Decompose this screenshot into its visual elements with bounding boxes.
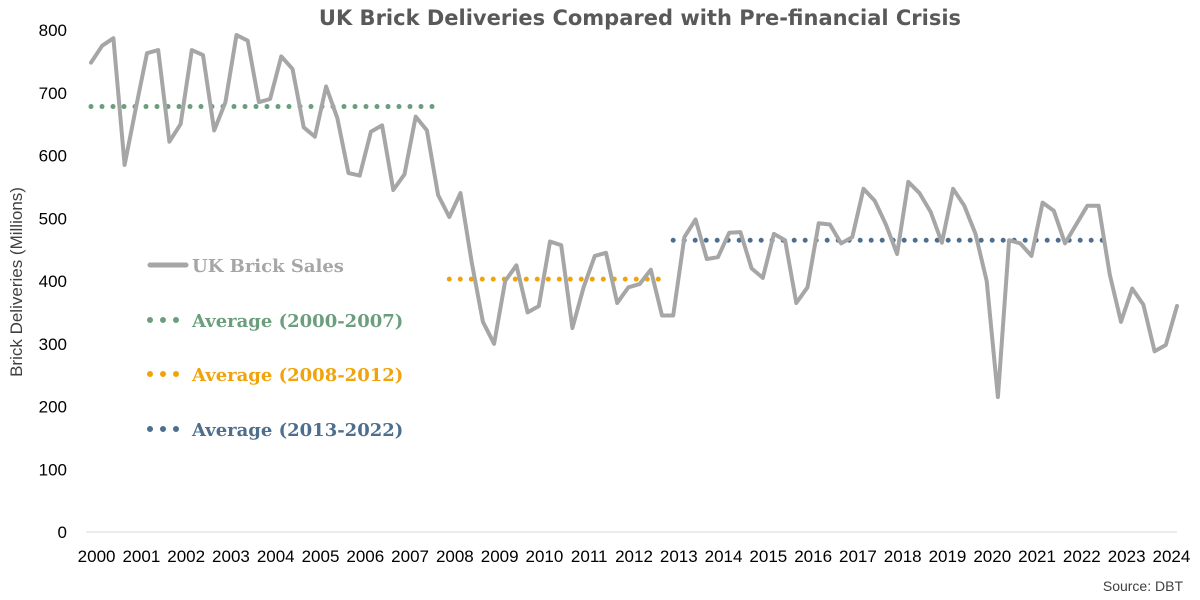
y-tick-label: 400 [39,272,67,291]
legend-label: UK Brick Sales [192,256,344,277]
x-tick-label: 2017 [839,547,877,566]
legend: UK Brick Sales Average (2000-2007) Average… [147,256,403,441]
x-tick-label: 2020 [973,547,1011,566]
x-tick-label: 2004 [257,547,295,566]
x-tick-label: 2007 [391,547,429,566]
y-tick-label: 200 [39,398,67,417]
legend-label: Average (2013-2022) [191,420,403,441]
x-tick-label: 2016 [794,547,832,566]
series-line-uk-brick-sales [89,33,1179,400]
y-tick-label: 700 [39,84,67,103]
y-axis-label: Brick Deliveries (Millions) [7,187,26,377]
y-tick-label: 600 [39,147,67,166]
x-tick-label: 2001 [122,547,160,566]
x-tick-label: 2005 [302,547,340,566]
x-tick-label: 2011 [571,547,608,566]
y-tick-label: 800 [39,21,67,40]
y-axis-ticks: 0 100 200 300 400 500 600 700 800 [39,21,67,542]
legend-label: Average (2008-2012) [191,365,403,386]
x-tick-label: 2000 [78,547,116,566]
x-tick-label: 2018 [884,547,922,566]
source-note: Source: DBT [1103,578,1184,594]
x-tick-label: 2021 [1018,547,1056,566]
x-tick-label: 2002 [167,547,205,566]
chart-title: UK Brick Deliveries Compared with Pre-fi… [319,6,961,30]
x-tick-label: 2019 [929,547,967,566]
main-series [89,33,1179,400]
legend-label: Average (2000-2007) [191,311,403,332]
x-tick-label: 2006 [346,547,384,566]
x-axis-ticks: 2000 2001 2002 2003 2004 2005 2006 2007 2008 2009… [78,547,1191,566]
x-tick-label: 2012 [615,547,653,566]
x-tick-label: 2015 [749,547,787,566]
x-tick-label: 2024 [1152,547,1190,566]
x-tick-label: 2010 [526,547,564,566]
y-tick-label: 500 [39,209,67,228]
x-tick-label: 2014 [705,547,743,566]
y-tick-label: 300 [39,335,67,354]
x-tick-label: 2023 [1108,547,1146,566]
y-tick-label: 100 [39,460,67,479]
x-tick-label: 2013 [660,547,698,566]
x-tick-label: 2003 [212,547,250,566]
x-tick-label: 2008 [436,547,474,566]
x-tick-label: 2009 [481,547,519,566]
x-tick-label: 2022 [1063,547,1101,566]
y-tick-label: 0 [58,523,67,542]
